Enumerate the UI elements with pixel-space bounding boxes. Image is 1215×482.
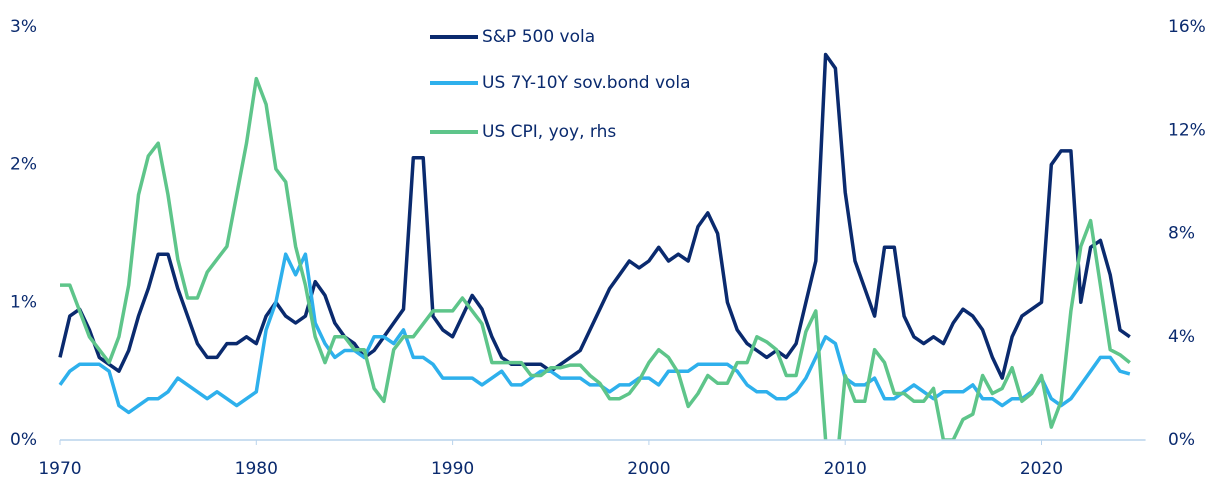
series-line bbox=[58, 252, 1131, 415]
x-tick-label: 2000 bbox=[627, 459, 670, 479]
legend-label: US 7Y-10Y sov.bond vola bbox=[482, 73, 691, 93]
x-tick-label: 1970 bbox=[38, 459, 81, 479]
y2-tick-label: 16% bbox=[1168, 17, 1206, 37]
x-tick-label: 1990 bbox=[431, 459, 474, 479]
y-tick-label: 0% bbox=[10, 430, 37, 450]
plot-area bbox=[58, 52, 1131, 440]
y2-tick-label: 4% bbox=[1168, 327, 1195, 347]
y-tick-label: 2% bbox=[10, 155, 37, 175]
x-tick-label: 2020 bbox=[1020, 459, 1063, 479]
series-line bbox=[58, 52, 1131, 380]
legend-label: S&P 500 vola bbox=[482, 27, 595, 47]
x-tick-label: 2010 bbox=[824, 459, 867, 479]
y2-tick-label: 0% bbox=[1168, 430, 1195, 450]
y2-tick-label: 8% bbox=[1168, 224, 1195, 244]
x-tick-label: 1980 bbox=[235, 459, 278, 479]
y2-tick-label: 12% bbox=[1168, 120, 1206, 140]
legend-label: US CPI, yoy, rhs bbox=[482, 122, 616, 142]
y-tick-label: 3% bbox=[10, 17, 37, 37]
y-tick-label: 1% bbox=[10, 292, 37, 312]
series-line bbox=[60, 76, 1131, 440]
